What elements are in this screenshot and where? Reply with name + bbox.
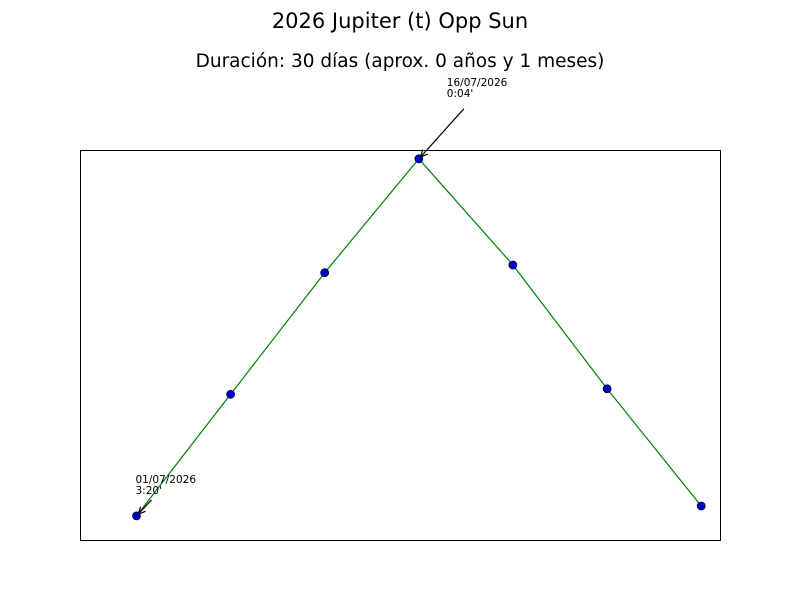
annotation-arrow (138, 499, 152, 515)
annotation-value-label: 0:04' (447, 88, 473, 100)
annotation-value-label: 3:20' (136, 485, 162, 497)
plot-area-frame (80, 150, 721, 541)
data-point (226, 389, 236, 399)
data-point (320, 268, 330, 278)
points-layer (132, 154, 706, 521)
data-point (696, 501, 706, 511)
annotation-arrow (420, 108, 465, 158)
chart-title: 2026 Jupiter (t) Opp Sun (271, 9, 529, 33)
data-point (508, 260, 518, 270)
chart-subtitle: Duración: 30 días (aprox. 0 años y 1 mes… (195, 51, 605, 72)
annotation-date-label: 01/07/2026 (136, 474, 197, 486)
annotation-date-label: 16/07/2026 (447, 77, 508, 89)
data-point (602, 384, 612, 394)
